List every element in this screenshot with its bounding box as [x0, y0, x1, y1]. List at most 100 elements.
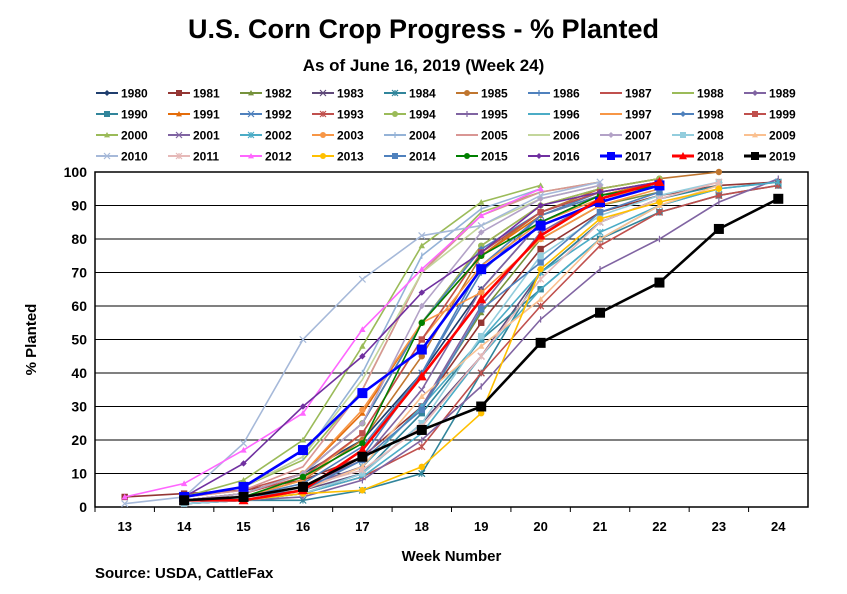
legend-label: 1980 — [121, 87, 148, 101]
legend-label: 1990 — [121, 108, 148, 122]
data-point — [240, 446, 247, 453]
data-point — [596, 235, 604, 242]
data-point — [596, 228, 604, 236]
data-point — [656, 192, 663, 199]
data-point — [478, 249, 485, 256]
legend-item-1984: 1984 — [384, 87, 436, 101]
data-point — [418, 393, 425, 400]
data-point — [655, 208, 664, 216]
data-point — [358, 275, 366, 283]
data-point — [418, 406, 425, 414]
legend-label: 1992 — [265, 108, 292, 122]
legend-item-1982: 1982 — [240, 87, 292, 101]
data-point — [535, 230, 546, 240]
legend-label: 2001 — [193, 129, 220, 143]
data-point — [391, 89, 399, 97]
legend-item-2010: 2010 — [96, 150, 148, 164]
data-point — [476, 401, 487, 412]
data-point — [320, 153, 326, 159]
data-point — [299, 403, 307, 410]
legend-label: 1982 — [265, 87, 292, 101]
data-point — [103, 152, 111, 160]
legend-label: 2014 — [409, 150, 436, 164]
legend-item-2008: 2008 — [672, 129, 724, 143]
data-point — [596, 212, 604, 219]
legend-item-2015: 2015 — [456, 150, 508, 164]
x-tick-label: 22 — [652, 519, 666, 534]
series-2019 — [179, 193, 784, 506]
data-point — [596, 188, 604, 196]
data-point — [104, 111, 110, 117]
x-tick-label: 23 — [712, 519, 726, 534]
data-point — [418, 420, 425, 427]
x-tick-label: 15 — [236, 519, 250, 534]
data-point — [607, 152, 615, 160]
legend-item-1996: 1996 — [528, 108, 580, 122]
legend-label: 2003 — [337, 129, 364, 143]
legend-item-1988: 1988 — [672, 87, 724, 101]
y-tick-label: 10 — [71, 466, 87, 482]
legend-item-2002: 2002 — [240, 129, 292, 143]
data-point — [478, 289, 485, 296]
data-point — [240, 460, 247, 467]
data-point — [416, 371, 427, 381]
data-point — [715, 185, 723, 192]
legend-item-2007: 2007 — [600, 129, 652, 143]
y-tick-label: 80 — [71, 231, 87, 247]
data-point — [299, 473, 307, 481]
legend-item-1992: 1992 — [240, 108, 292, 122]
data-point — [596, 178, 604, 186]
y-tick-label: 0 — [79, 499, 87, 515]
legend-label: 2017 — [625, 150, 652, 164]
data-point — [418, 336, 425, 343]
legend-label: 1983 — [337, 87, 364, 101]
data-point — [180, 480, 188, 487]
series-2005 — [184, 181, 601, 498]
data-point — [537, 182, 544, 188]
series-line — [184, 181, 601, 498]
legend-item-1994: 1994 — [384, 108, 436, 122]
data-point — [478, 343, 485, 349]
data-point — [359, 406, 366, 414]
data-point — [715, 168, 723, 176]
data-point — [175, 131, 183, 139]
legend-item-1991: 1991 — [168, 108, 220, 122]
data-point — [713, 223, 724, 234]
legend-label: 2002 — [265, 129, 292, 143]
chart-subtitle: As of June 16, 2019 (Week 24) — [302, 56, 545, 75]
data-point — [464, 90, 470, 96]
series-line — [184, 184, 601, 502]
data-point — [299, 436, 307, 443]
data-point — [537, 296, 544, 302]
data-point — [175, 152, 183, 160]
x-tick-label: 13 — [117, 519, 131, 534]
data-point — [478, 306, 485, 313]
legend-label: 2009 — [769, 129, 796, 143]
legend-label: 1993 — [337, 108, 364, 122]
legend-label: 2008 — [697, 129, 724, 143]
legend-label: 1999 — [769, 108, 796, 122]
legend-label: 1996 — [553, 108, 580, 122]
x-tick-label: 20 — [533, 519, 547, 534]
data-point — [358, 466, 366, 474]
data-point — [464, 153, 470, 159]
x-axis-label: Week Number — [402, 548, 502, 565]
data-point — [752, 111, 758, 117]
data-point — [476, 264, 487, 275]
legend-item-1993: 1993 — [312, 108, 364, 122]
legend-item-1987: 1987 — [600, 87, 652, 101]
y-tick-label: 40 — [71, 365, 87, 381]
data-point — [537, 265, 544, 273]
data-point — [752, 132, 758, 138]
data-point — [239, 439, 248, 447]
legend-label: 2000 — [121, 129, 148, 143]
x-tick-label: 21 — [593, 519, 607, 534]
legend-label: 2019 — [769, 150, 796, 164]
data-point — [478, 212, 485, 219]
legend-item-1983: 1983 — [312, 87, 364, 101]
legend-item-1997: 1997 — [600, 108, 652, 122]
legend-label: 2015 — [481, 150, 508, 164]
data-point — [418, 463, 425, 470]
data-point — [238, 481, 249, 492]
